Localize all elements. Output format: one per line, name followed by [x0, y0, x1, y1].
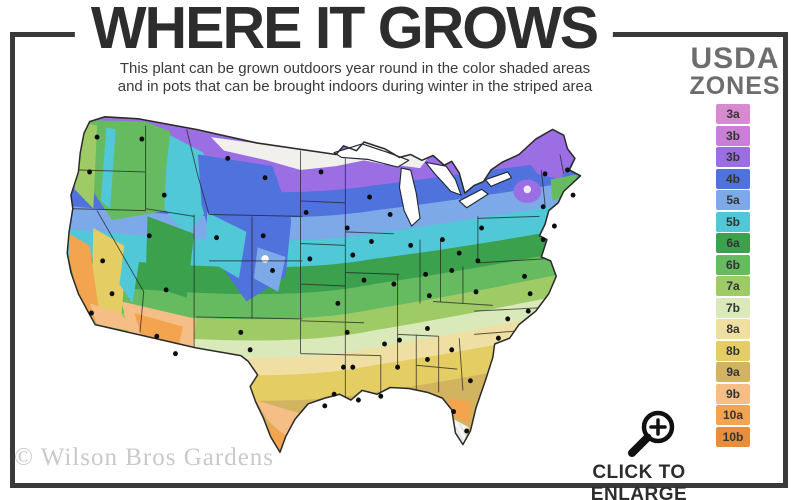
zone-chip-7a: 7a: [716, 276, 750, 296]
subtitle: This plant can be grown outdoors year ro…: [55, 60, 655, 96]
lake-erie: [458, 188, 489, 209]
zone-label: 10a: [722, 408, 744, 422]
page-title: WHERE IT GROWS: [74, 0, 614, 58]
click-to-enlarge-button[interactable]: CLICK TO ENLARGE: [544, 406, 734, 500]
zone-chip-5b: 5b: [716, 211, 750, 232]
zone-label: 10b: [722, 429, 744, 444]
zone-label: 5b: [725, 214, 740, 229]
lake-michigan: [398, 167, 421, 227]
lake-ontario: [484, 171, 513, 188]
zone-label: 4b: [725, 171, 740, 186]
zone-label: 3a: [726, 107, 740, 121]
zone-chip-7b: 7b: [716, 297, 750, 318]
zone-chip-5a: 5a: [716, 190, 750, 210]
zone-chip-8a: 8a: [716, 319, 750, 339]
zone-chip-9a: 9a: [716, 362, 750, 382]
state-borders: [69, 125, 565, 404]
zone-label: 8b: [725, 343, 740, 358]
zone-chip-4b: 4b: [716, 168, 750, 189]
zone-legend: 3a 3b 3b 4b 5a 5b 6a 6b 7a 7b 8a 8b 9a 9…: [716, 104, 750, 448]
us-outline: [66, 116, 582, 454]
zone-label: 3b: [725, 150, 740, 164]
legend-title-usda: USDA: [690, 42, 780, 75]
zone-chip-9b: 9b: [716, 383, 750, 404]
subtitle-line-1: This plant can be grown outdoors year ro…: [119, 60, 591, 77]
zone-chip-3a: 3a: [716, 104, 750, 124]
zone-label: 8a: [726, 322, 740, 336]
us-hardiness-map-svg: [66, 116, 582, 454]
zone-chip-6a: 6a: [716, 233, 750, 253]
zone-chip-10a: 10a: [716, 405, 750, 425]
zone-label: 9a: [726, 365, 740, 379]
legend-title-zones: ZONES: [689, 72, 781, 100]
zone-chip-6b: 6b: [716, 254, 750, 275]
watermark: © Wilson Bros Gardens: [14, 444, 275, 471]
city-markers: [87, 134, 576, 434]
zone-label: 9b: [725, 386, 740, 401]
subtitle-line-2: and in pots that can be brought indoors …: [117, 78, 593, 95]
zone-label: 6b: [725, 257, 740, 272]
zone-chip-8b: 8b: [716, 340, 750, 361]
zone-label: 7a: [726, 279, 740, 293]
zone-label: 3b: [725, 128, 740, 143]
zone-label: 7b: [725, 300, 740, 315]
usda-zones-map[interactable]: [56, 112, 616, 465]
zone-color-fills: [67, 116, 581, 453]
zone-chip-4a: 3b: [716, 147, 750, 167]
magnifier-zoom-icon[interactable]: [622, 406, 680, 462]
zone-chip-3b: 3b: [716, 125, 750, 146]
zone-label: 5a: [726, 193, 740, 207]
legend-header: USDA ZONES: [676, 44, 794, 99]
zone-label: 6a: [726, 236, 740, 250]
lake-huron: [425, 161, 462, 196]
zone-chip-10b: 10b: [716, 426, 750, 447]
click-to-enlarge-label[interactable]: CLICK TO ENLARGE: [590, 462, 688, 500]
